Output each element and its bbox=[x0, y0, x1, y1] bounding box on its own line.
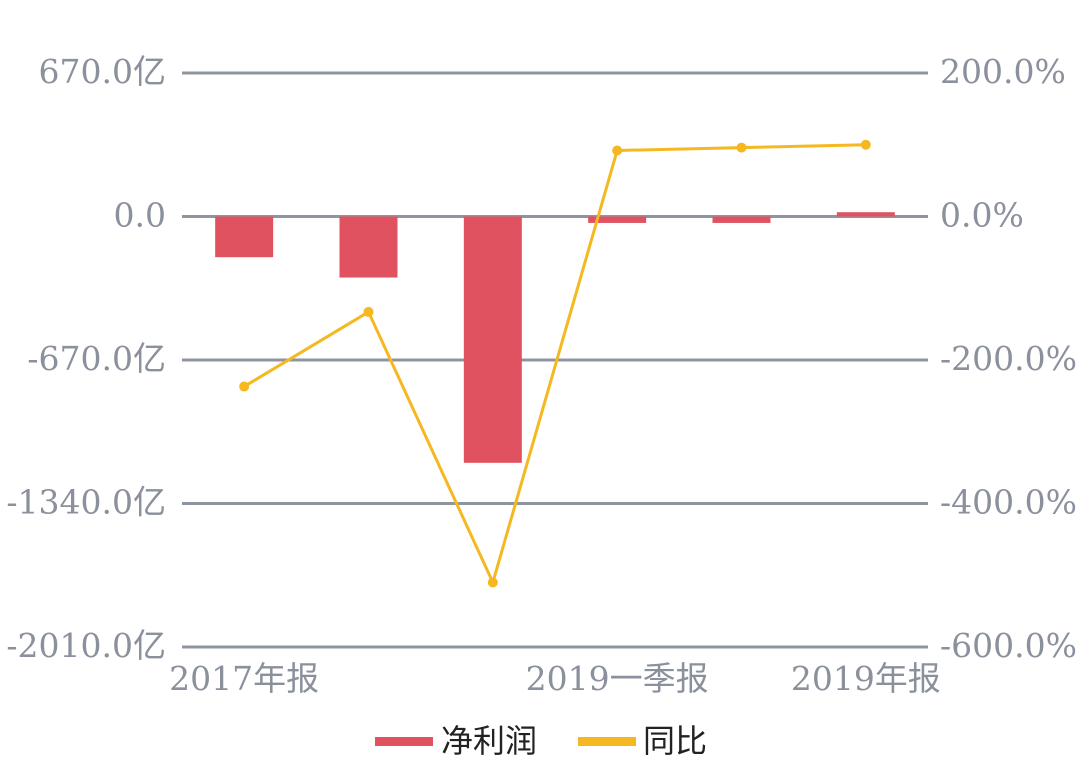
right-tick-label: -600.0% bbox=[940, 626, 1077, 665]
line-point bbox=[736, 142, 747, 153]
x-tick-label: 2017年报 bbox=[169, 659, 319, 698]
line-point bbox=[860, 139, 871, 150]
right-tick-label: 200.0% bbox=[940, 52, 1066, 91]
line-point bbox=[487, 577, 498, 588]
bar bbox=[463, 216, 522, 463]
bar bbox=[836, 212, 895, 217]
legend: 净利润 同比 bbox=[375, 722, 707, 760]
bar bbox=[215, 216, 274, 258]
gridlines bbox=[182, 71, 928, 649]
legend-swatch bbox=[375, 737, 433, 746]
right-tick-label: -400.0% bbox=[940, 483, 1077, 522]
legend-label: 同比 bbox=[643, 722, 707, 760]
line-point bbox=[239, 381, 250, 392]
right-tick-label: -200.0% bbox=[940, 339, 1077, 378]
bar bbox=[588, 216, 647, 223]
legend-swatch bbox=[578, 737, 636, 746]
left-tick-label: -670.0亿 bbox=[27, 339, 166, 378]
left-tick-label: -2010.0亿 bbox=[6, 626, 166, 665]
right-axis-ticks: 200.0% 0.0% -200.0% -400.0% -600.0% bbox=[940, 52, 1077, 665]
bar bbox=[339, 216, 398, 278]
left-axis-ticks: 670.0亿 0.0 -670.0亿 -1340.0亿 -2010.0亿 bbox=[6, 52, 166, 665]
line-point bbox=[612, 145, 623, 156]
bar-series bbox=[215, 212, 895, 463]
x-tick-label: 2019年报 bbox=[791, 659, 941, 698]
left-tick-label: -1340.0亿 bbox=[6, 483, 166, 522]
line-path bbox=[243, 143, 866, 584]
left-tick-label: 670.0亿 bbox=[39, 52, 166, 91]
left-tick-label: 0.0 bbox=[114, 196, 166, 235]
legend-label: 净利润 bbox=[441, 722, 537, 760]
x-tick-label: 2019一季报 bbox=[526, 659, 709, 698]
x-axis-ticks: 2017年报 2019一季报 2019年报 bbox=[169, 659, 941, 698]
line-series bbox=[239, 139, 871, 588]
right-tick-label: 0.0% bbox=[940, 196, 1024, 235]
bar bbox=[712, 216, 771, 223]
line-point bbox=[363, 306, 374, 317]
